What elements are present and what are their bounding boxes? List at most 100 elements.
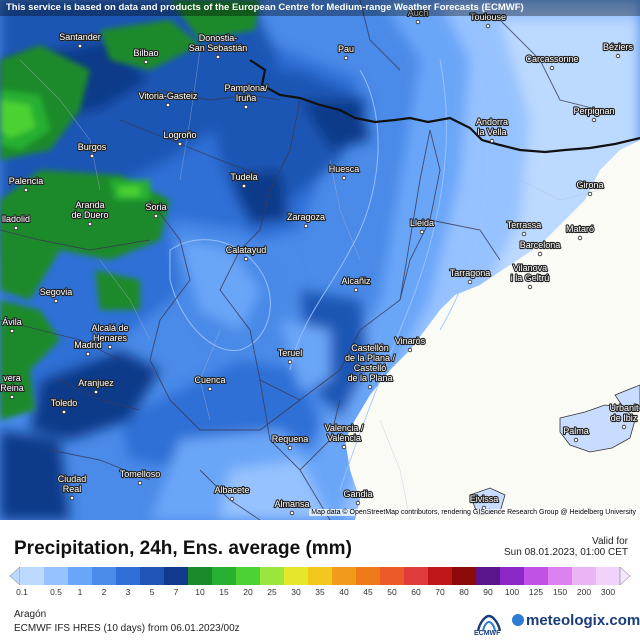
- city-13[interactable]: Logroño: [162, 129, 198, 147]
- legend-swatch: [380, 567, 405, 585]
- city-label: San Sebastián: [189, 43, 248, 53]
- city-dot: [527, 284, 533, 290]
- city-35[interactable]: Teruel: [277, 347, 303, 365]
- city-dot: [521, 231, 527, 237]
- city-label: Zaragoza: [287, 212, 325, 222]
- city-26[interactable]: Calatayud: [225, 244, 267, 262]
- city-dot: [355, 500, 361, 506]
- city-29[interactable]: Segovia: [39, 286, 73, 304]
- city-25[interactable]: Barcelona: [519, 239, 561, 257]
- city-45[interactable]: Tomelloso: [119, 468, 161, 486]
- city-label: vera: [3, 373, 21, 383]
- city-label: Pau: [338, 44, 354, 54]
- city-12[interactable]: Burgos: [77, 141, 108, 159]
- city-0[interactable]: Santander: [58, 31, 102, 49]
- city-label: Segovia: [40, 287, 73, 297]
- city-44[interactable]: Valencia /València: [323, 422, 365, 450]
- city-label: Aranda: [75, 200, 104, 210]
- city-label: Barcelona: [520, 240, 561, 250]
- legend-swatch: [236, 567, 261, 585]
- city-38[interactable]: Aranjuez: [77, 377, 115, 395]
- legend-level-label: 35: [315, 587, 325, 596]
- city-42[interactable]: Palma: [562, 425, 590, 443]
- city-14[interactable]: Palencia: [8, 175, 44, 193]
- city-43[interactable]: Requena: [271, 433, 309, 451]
- city-1[interactable]: Bilbao: [132, 47, 160, 65]
- city-7[interactable]: Béziers: [602, 41, 635, 59]
- city-dot: [85, 351, 91, 357]
- meteologix-logo[interactable]: meteologix.com: [512, 612, 640, 629]
- city-label: Auch: [408, 8, 429, 18]
- city-label: Alcalá de: [91, 323, 128, 333]
- city-21[interactable]: Zaragoza: [286, 211, 326, 229]
- city-22[interactable]: Lleida: [409, 217, 435, 235]
- city-34[interactable]: Vinaròs: [394, 335, 427, 353]
- city-23[interactable]: Terrassa: [506, 219, 542, 237]
- city-dot: [177, 141, 183, 147]
- precipitation-map[interactable]: Santander Bilbao Donostia- San Sebastián Auc…: [0, 0, 640, 520]
- city-40[interactable]: Toledo: [50, 397, 78, 415]
- city-dot: [143, 59, 149, 65]
- city-5[interactable]: Pau: [337, 43, 355, 61]
- city-label: Reina: [0, 383, 24, 393]
- city-markers: Santander Bilbao Donostia-San Sebastián Auc…: [0, 7, 640, 516]
- legend-swatch: [308, 567, 333, 585]
- legend-right-arrow: [619, 566, 631, 586]
- city-4[interactable]: Toulouse: [469, 11, 507, 29]
- city-17[interactable]: Girona: [575, 179, 605, 197]
- city-6[interactable]: Carcassonne: [524, 53, 580, 71]
- city-3[interactable]: Auch: [407, 7, 429, 25]
- city-33[interactable]: Madrid: [73, 339, 103, 357]
- city-label: Logroño: [163, 130, 196, 140]
- city-20[interactable]: Soria: [144, 201, 168, 219]
- city-dot: [573, 437, 579, 443]
- city-11[interactable]: Perpignan: [572, 105, 616, 123]
- city-label: Teruel: [278, 348, 303, 358]
- city-24[interactable]: Mataró: [565, 223, 595, 241]
- legend-swatch: [476, 567, 501, 585]
- city-48[interactable]: Gandia: [342, 488, 374, 506]
- city-31[interactable]: Ávila: [1, 316, 23, 334]
- city-49[interactable]: Almansa: [273, 498, 311, 516]
- map-attribution[interactable]: Map data © OpenStreetMap contributors, r…: [309, 509, 638, 516]
- city-16[interactable]: Huesca: [328, 163, 360, 181]
- city-label: Alcañiz: [341, 276, 371, 286]
- city-39[interactable]: Cuenca: [193, 374, 227, 392]
- legend-swatch: [140, 567, 165, 585]
- legend-swatch: [596, 567, 621, 585]
- legend-swatch: [428, 567, 453, 585]
- city-27[interactable]: Tarragona: [449, 267, 491, 285]
- city-dot: [229, 496, 235, 502]
- city-9[interactable]: Pamplona/Iruña: [223, 82, 269, 110]
- city-18[interactable]: lladolid: [1, 213, 31, 231]
- city-dot: [415, 19, 421, 25]
- city-dot: [165, 102, 171, 108]
- city-label: Henares: [93, 333, 128, 343]
- city-2[interactable]: Donostia-San Sebastián: [188, 32, 248, 60]
- city-dot: [467, 279, 473, 285]
- ecmwf-logo-text: ECMWF: [474, 630, 501, 637]
- legend-level-label: 0.5: [50, 587, 62, 596]
- ecmwf-banner: This service is based on data and produc…: [0, 0, 640, 16]
- city-47[interactable]: Albacete: [213, 484, 251, 502]
- city-15[interactable]: Tudela: [229, 171, 259, 189]
- city-8[interactable]: Vitoria-Gasteiz: [137, 90, 199, 108]
- city-label: lladolid: [2, 214, 30, 224]
- city-dot: [89, 153, 95, 159]
- city-label: Palencia: [9, 176, 44, 186]
- city-label: Béziers: [603, 42, 634, 52]
- city-dot: [69, 495, 75, 501]
- legend-level-label: 10: [195, 587, 205, 596]
- city-30[interactable]: Alcañiz: [340, 275, 372, 293]
- city-label: Iruña: [236, 93, 257, 103]
- city-label: Tarragona: [450, 268, 491, 278]
- meteologix-icon: [512, 614, 524, 626]
